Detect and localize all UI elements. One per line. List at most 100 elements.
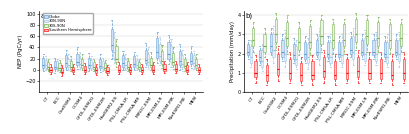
PathPatch shape [79, 57, 81, 66]
PathPatch shape [54, 61, 56, 69]
PathPatch shape [285, 22, 288, 46]
PathPatch shape [281, 40, 283, 57]
PathPatch shape [276, 54, 279, 75]
PathPatch shape [328, 42, 331, 63]
PathPatch shape [163, 64, 165, 71]
PathPatch shape [72, 66, 74, 72]
PathPatch shape [254, 61, 256, 77]
PathPatch shape [90, 60, 92, 68]
PathPatch shape [121, 55, 124, 66]
PathPatch shape [195, 59, 197, 68]
PathPatch shape [186, 65, 188, 72]
PathPatch shape [319, 21, 322, 44]
PathPatch shape [138, 62, 140, 69]
PathPatch shape [113, 38, 115, 57]
PathPatch shape [263, 34, 265, 52]
PathPatch shape [249, 46, 251, 63]
PathPatch shape [299, 63, 301, 81]
PathPatch shape [331, 24, 333, 48]
PathPatch shape [252, 28, 254, 46]
PathPatch shape [294, 46, 297, 65]
PathPatch shape [104, 63, 106, 70]
PathPatch shape [360, 40, 362, 55]
PathPatch shape [110, 29, 112, 50]
PathPatch shape [297, 28, 299, 50]
PathPatch shape [81, 59, 83, 68]
PathPatch shape [190, 53, 192, 64]
PathPatch shape [47, 62, 49, 69]
PathPatch shape [106, 67, 108, 73]
PathPatch shape [367, 59, 370, 79]
PathPatch shape [192, 55, 194, 66]
PathPatch shape [258, 50, 260, 61]
PathPatch shape [340, 42, 342, 63]
PathPatch shape [376, 22, 379, 46]
PathPatch shape [156, 38, 158, 57]
Y-axis label: Precipitation (mm/day): Precipitation (mm/day) [230, 21, 235, 82]
PathPatch shape [158, 44, 160, 61]
PathPatch shape [58, 63, 61, 70]
PathPatch shape [317, 36, 319, 59]
PathPatch shape [67, 59, 70, 67]
PathPatch shape [115, 46, 117, 62]
PathPatch shape [351, 36, 353, 59]
PathPatch shape [372, 40, 374, 55]
PathPatch shape [61, 68, 63, 73]
PathPatch shape [133, 56, 135, 67]
PathPatch shape [399, 24, 401, 46]
PathPatch shape [311, 61, 313, 79]
PathPatch shape [388, 24, 390, 48]
PathPatch shape [345, 59, 347, 79]
PathPatch shape [45, 60, 47, 68]
Y-axis label: NEP (PgC/yr): NEP (PgC/yr) [18, 35, 23, 68]
PathPatch shape [95, 66, 97, 73]
PathPatch shape [147, 54, 149, 65]
PathPatch shape [315, 40, 317, 55]
PathPatch shape [342, 24, 344, 46]
PathPatch shape [135, 60, 137, 68]
PathPatch shape [70, 61, 72, 69]
PathPatch shape [172, 53, 174, 65]
PathPatch shape [349, 38, 351, 54]
PathPatch shape [354, 18, 356, 42]
Text: b): b) [245, 12, 252, 19]
PathPatch shape [272, 34, 274, 57]
PathPatch shape [337, 42, 339, 57]
PathPatch shape [140, 66, 142, 72]
PathPatch shape [56, 62, 58, 68]
PathPatch shape [383, 42, 385, 57]
PathPatch shape [174, 64, 176, 71]
PathPatch shape [379, 59, 381, 79]
PathPatch shape [288, 59, 290, 79]
PathPatch shape [149, 57, 151, 67]
PathPatch shape [181, 55, 183, 67]
PathPatch shape [65, 55, 67, 66]
PathPatch shape [303, 42, 306, 59]
PathPatch shape [144, 50, 146, 63]
Legend: Globe, 30N-90N, 30S-90N, Southern Hemisphere: Globe, 30N-90N, 30S-90N, Southern Hemisp… [43, 14, 92, 34]
Text: a): a) [40, 12, 47, 19]
PathPatch shape [161, 51, 163, 64]
PathPatch shape [49, 66, 52, 72]
PathPatch shape [129, 66, 131, 72]
PathPatch shape [394, 40, 396, 55]
PathPatch shape [76, 54, 79, 65]
PathPatch shape [292, 44, 294, 59]
PathPatch shape [183, 59, 185, 68]
PathPatch shape [261, 50, 263, 67]
PathPatch shape [270, 34, 272, 52]
PathPatch shape [283, 38, 285, 61]
PathPatch shape [88, 57, 90, 68]
PathPatch shape [92, 62, 94, 69]
PathPatch shape [390, 61, 392, 79]
PathPatch shape [247, 44, 249, 55]
PathPatch shape [126, 61, 128, 69]
PathPatch shape [167, 42, 169, 59]
PathPatch shape [152, 65, 154, 72]
PathPatch shape [363, 38, 365, 61]
PathPatch shape [365, 21, 367, 44]
PathPatch shape [326, 42, 328, 57]
PathPatch shape [274, 18, 276, 42]
PathPatch shape [99, 59, 101, 68]
PathPatch shape [169, 46, 172, 62]
